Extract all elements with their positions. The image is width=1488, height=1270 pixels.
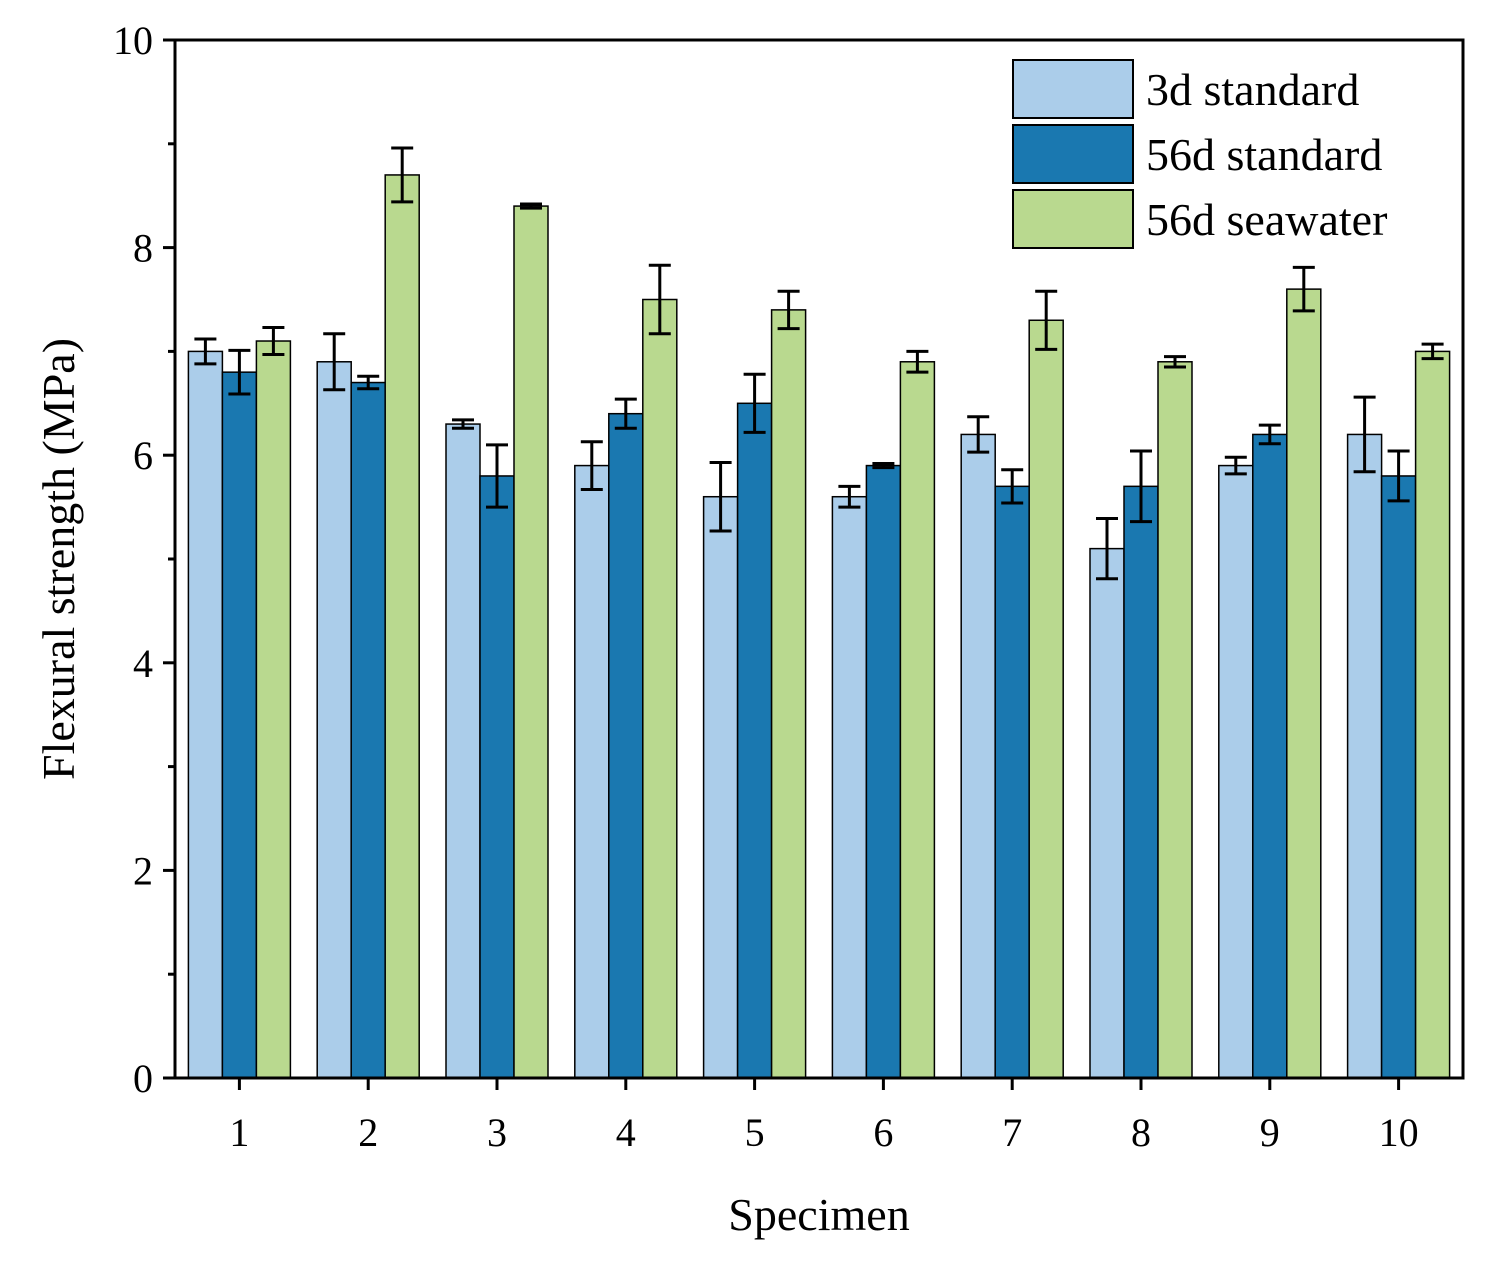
x-tick-label: 8	[1131, 1110, 1151, 1155]
bar	[642, 298, 678, 1079]
bar	[608, 412, 644, 1079]
bar	[1380, 475, 1417, 1079]
x-axis-ticks: 1 2 3 4 5 6 7 8 9 10	[229, 1078, 1419, 1155]
legend-label: 56d seawater	[1146, 194, 1387, 245]
y-tick-label: 2	[133, 848, 153, 893]
y-tick-label: 0	[133, 1056, 153, 1101]
bar	[316, 361, 352, 1079]
legend-swatch	[1012, 189, 1134, 249]
legend-swatch	[1012, 59, 1134, 119]
legend: 3d standard 56d standard 56d seawater	[1012, 59, 1387, 249]
bar	[221, 371, 258, 1079]
y-axis-ticks: 0 2 4 6 8 10	[113, 18, 175, 1101]
bar	[1157, 361, 1193, 1079]
bar	[702, 495, 739, 1079]
y-tick-label: 6	[133, 433, 153, 478]
bar	[384, 174, 420, 1079]
bar	[1414, 350, 1451, 1079]
x-tick-label: 2	[358, 1110, 378, 1155]
bar	[350, 381, 386, 1079]
bar	[574, 464, 610, 1079]
bar	[479, 475, 515, 1079]
bar	[899, 361, 936, 1079]
x-tick-label: 3	[487, 1110, 507, 1155]
bar	[1123, 485, 1159, 1079]
bar	[994, 485, 1030, 1079]
bar	[187, 350, 224, 1079]
bar	[445, 423, 481, 1079]
legend-label: 56d standard	[1146, 129, 1382, 180]
bar	[831, 495, 868, 1079]
x-axis-title: Specimen	[728, 1189, 909, 1240]
x-tick-label: 4	[616, 1110, 636, 1155]
bar	[255, 340, 292, 1079]
x-tick-label: 5	[745, 1110, 765, 1155]
bar	[1346, 433, 1383, 1079]
bar	[960, 433, 996, 1079]
y-axis-title: Flexural strength (MPa)	[33, 338, 84, 780]
legend-item-56d-standard: 56d standard	[1012, 124, 1382, 184]
y-tick-label: 10	[113, 18, 153, 63]
bar	[513, 205, 549, 1079]
y-tick-label: 4	[133, 641, 153, 686]
bar	[1218, 464, 1254, 1079]
bar	[1286, 288, 1322, 1079]
legend-item-3d-standard: 3d standard	[1012, 59, 1359, 119]
legend-item-56d-seawater: 56d seawater	[1012, 189, 1387, 249]
x-tick-label: 1	[229, 1110, 249, 1155]
bar	[770, 309, 807, 1079]
bar	[1089, 547, 1125, 1079]
bar	[736, 402, 773, 1079]
legend-label: 3d standard	[1146, 64, 1359, 115]
legend-swatch	[1012, 124, 1134, 184]
bar	[1028, 319, 1064, 1079]
bars-group	[187, 174, 1451, 1079]
bar	[1252, 433, 1288, 1079]
plot-frame	[173, 38, 1465, 1080]
x-tick-label: 6	[873, 1110, 893, 1155]
x-tick-label: 7	[1002, 1110, 1022, 1155]
x-tick-label: 10	[1379, 1110, 1419, 1155]
bar	[865, 464, 902, 1079]
y-tick-label: 8	[133, 226, 153, 271]
error-bars-group	[194, 146, 1444, 581]
x-tick-label: 9	[1260, 1110, 1280, 1155]
